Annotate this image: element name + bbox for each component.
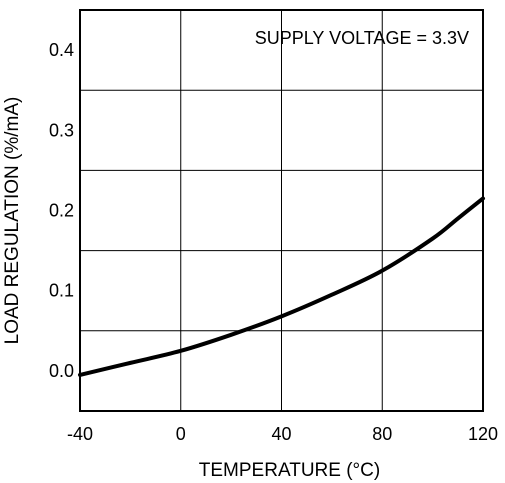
grid <box>80 10 483 411</box>
series-line <box>78 196 485 377</box>
annotation-supply-voltage: SUPPLY VOLTAGE = 3.3V <box>255 28 469 48</box>
x-tick-label: 40 <box>271 424 291 444</box>
y-tick-label: 0.2 <box>49 201 74 221</box>
x-tick-label: 120 <box>468 424 498 444</box>
x-axis-label: TEMPERATURE (°C) <box>199 460 380 481</box>
y-tick-label: 0.4 <box>49 40 74 60</box>
y-tick-label: 0.1 <box>49 281 74 301</box>
plot-frame <box>79 9 484 412</box>
y-tick-label: 0.3 <box>49 120 74 140</box>
y-tick-label: 0.0 <box>49 361 74 381</box>
x-tick-label: -40 <box>67 424 93 444</box>
x-tick-label: 0 <box>176 424 186 444</box>
y-tick-labels: 0.0 0.1 0.2 0.3 0.4 <box>49 40 74 381</box>
x-tick-label: 80 <box>372 424 392 444</box>
series-layer <box>78 196 485 377</box>
y-axis-label: LOAD REGULATION (%/mA) <box>2 97 23 345</box>
x-tick-labels: -40 0 40 80 120 <box>67 424 498 444</box>
